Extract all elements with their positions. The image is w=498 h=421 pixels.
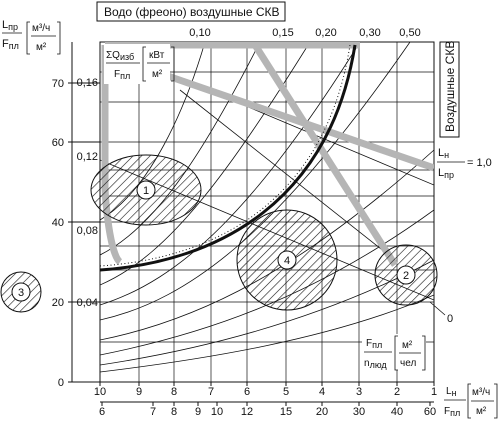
boundary-curve (100, 44, 357, 272)
inner-label-bottom: Fпл (114, 69, 130, 81)
left-tick-60: 60 (52, 137, 64, 149)
left-tick-40: 40 (52, 217, 64, 229)
bottom-axis-2-tick-5: 12 (241, 406, 253, 418)
inner-axis-label: ΣQизб Fпл кВт м² (104, 44, 175, 84)
left-unit-top: м³/ч (32, 23, 50, 34)
ratio-value: = 1,0 (467, 157, 492, 169)
top-tick-4: 0,30 (359, 27, 380, 39)
bottom-axis-1-tick-7: 3 (356, 386, 362, 398)
inner-unit-bottom: м² (152, 69, 163, 80)
bottom-axis-1-tick-9: 1 (431, 386, 437, 398)
bottom-unit-top: м³/ч (472, 387, 490, 398)
people-top: Fпл (366, 338, 382, 350)
zone-2-label: 2 (403, 270, 409, 282)
people-unit-top: м² (402, 340, 413, 351)
bottom-axis-1-tick-5: 5 (283, 386, 289, 398)
bottom-axis-2-tick-3: 9 (195, 406, 201, 418)
bottom-axis-2-ticks: 6 7 8 9 10 12 15 20 30 40 60 (99, 402, 436, 418)
bottom-axis-2: 6 7 8 9 10 12 15 20 30 40 60 (99, 401, 436, 418)
left-tick-70: 70 (52, 78, 64, 90)
zone-3: 3 (0, 271, 42, 313)
bottom-axis-2-tick-2: 8 (171, 406, 177, 418)
inner-y-axis: 0,04 0,08 0,12 0,16 (77, 77, 98, 309)
inner-tick-008: 0,08 (77, 225, 98, 237)
zone-1-label: 1 (143, 185, 149, 197)
zone-3-label: 3 (18, 287, 24, 299)
zero-pointer: 0 (429, 301, 453, 325)
left-label-top: Lпр (2, 19, 18, 32)
inner-tick-016: 0,16 (77, 77, 98, 89)
bottom-axis-1-tick-2: 8 (171, 386, 177, 398)
bottom-axis-1-tick-4: 6 (244, 386, 250, 398)
side-title: Воздушные СКВ (443, 41, 457, 132)
bottom-axis-2-tick-4: 10 (211, 406, 223, 418)
bottom-axis-2-tick-8: 30 (353, 406, 365, 418)
curve-6 (100, 42, 361, 306)
people-label: Fпл nлюд м² чел (362, 334, 426, 371)
bottom-axis-2-tick-10: 60 (424, 406, 436, 418)
left-tick-20: 20 (52, 297, 64, 309)
top-tick-5: 0,50 (399, 27, 420, 39)
bottom-axis-1-tick-3: 7 (208, 386, 214, 398)
inner-tick-004: 0,04 (77, 297, 98, 309)
people-unit-bottom: чел (400, 358, 416, 369)
bottom-axis-2-tick-9: 40 (391, 406, 403, 418)
left-unit-bottom: м² (36, 42, 47, 53)
ratio-label: Lн Lпр = 1,0 (437, 147, 492, 180)
ratio-top: Lн (438, 147, 449, 160)
bottom-label-bottom: Fпл (444, 406, 460, 418)
zone-1: 1 (90, 154, 202, 226)
left-tick-0: 0 (58, 377, 64, 389)
bottom-axis-2-tick-6: 15 (280, 406, 292, 418)
bottom-label-top: Lн (446, 386, 457, 398)
top-title: Водо (фреоно) воздушные СКВ (104, 5, 280, 19)
bottom-axis-1: 10 9 8 7 6 5 4 3 2 1 (94, 381, 437, 398)
zone-4: 4 (236, 209, 338, 311)
ratio-bottom: Lпр (438, 167, 454, 180)
zero-label: 0 (447, 313, 453, 325)
top-axis: 0,10 0,15 0,20 0,30 0,50 (189, 27, 420, 39)
top-tick-3: 0,20 (315, 27, 336, 39)
inner-tick-012: 0,12 (77, 151, 98, 163)
side-title-box: Воздушные СКВ (439, 41, 460, 138)
top-tick-2: 0,15 (272, 27, 293, 39)
bottom-axis-1-tick-6: 4 (319, 386, 325, 398)
bottom-axis-1-ticks: 10 9 8 7 6 5 4 3 2 1 (94, 382, 437, 398)
bottom-axis-2-tick-0: 6 (99, 406, 105, 418)
bottom-axis-1-tick-0: 10 (94, 386, 106, 398)
bottom-axis-label: Lн Fпл м³/ч м² (444, 383, 498, 419)
top-title-box: Водо (фреоно) воздушные СКВ (96, 1, 286, 22)
left-y-axis: 0 20 40 60 70 (52, 42, 100, 389)
curve-7 (100, 42, 311, 286)
ratio-line-2 (179, 89, 396, 261)
bottom-axis-1-tick-8: 2 (394, 386, 400, 398)
left-label-bottom: Fпл (2, 38, 19, 51)
inner-label-top: ΣQизб (106, 50, 134, 62)
inner-unit-top: кВт (149, 50, 165, 61)
bottom-axis-1-tick-1: 9 (136, 386, 142, 398)
zone-4-label: 4 (284, 255, 290, 267)
bottom-unit-bottom: м² (476, 406, 487, 417)
zone-2: 2 (374, 244, 438, 306)
people-bottom: nлюд (364, 358, 387, 370)
curve-1 (100, 294, 434, 373)
bottom-axis-2-tick-7: 20 (316, 406, 328, 418)
left-axis-label: Lпр Fпл м³/ч м² (2, 19, 61, 55)
bottom-axis-2-tick-1: 7 (150, 406, 156, 418)
top-tick-1: 0,10 (189, 27, 210, 39)
